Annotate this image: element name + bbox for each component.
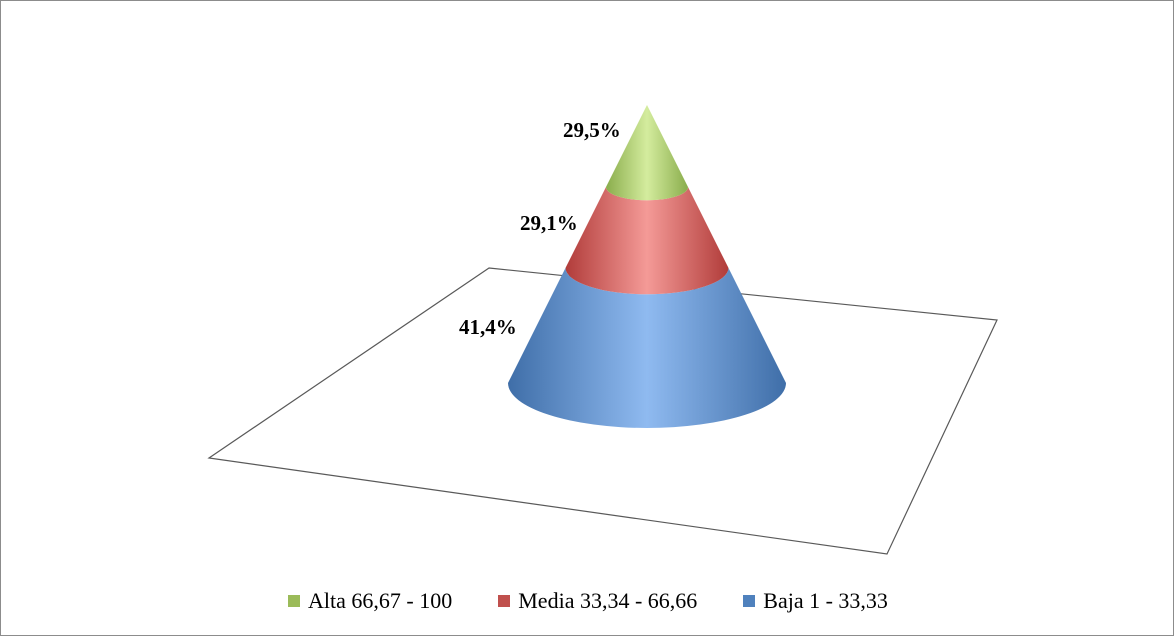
legend-item-baja: Baja 1 - 33,33: [743, 588, 888, 614]
legend-swatch-alta: [288, 595, 301, 607]
cone-segment-baja: [508, 267, 786, 428]
legend-label-baja: Baja 1 - 33,33: [763, 588, 888, 613]
cone-segments: [508, 105, 786, 428]
legend: Alta 66,67 - 100 Media 33,34 - 66,66 Baj…: [1, 585, 1174, 617]
legend-label-media: Media 33,34 - 66,66: [518, 588, 698, 613]
data-label-media: 29,1%: [520, 211, 578, 235]
legend-item-alta: Alta 66,67 - 100: [288, 588, 452, 614]
legend-label-alta: Alta 66,67 - 100: [308, 588, 453, 613]
legend-swatch-media: [498, 595, 511, 607]
data-label-alta: 29,5%: [563, 118, 621, 142]
data-label-baja: 41,4%: [459, 315, 517, 339]
cone-segment-alta: [605, 105, 689, 201]
legend-swatch-baja: [743, 595, 756, 607]
legend-item-media: Media 33,34 - 66,66: [498, 588, 697, 614]
cone-segment-media: [565, 187, 729, 295]
